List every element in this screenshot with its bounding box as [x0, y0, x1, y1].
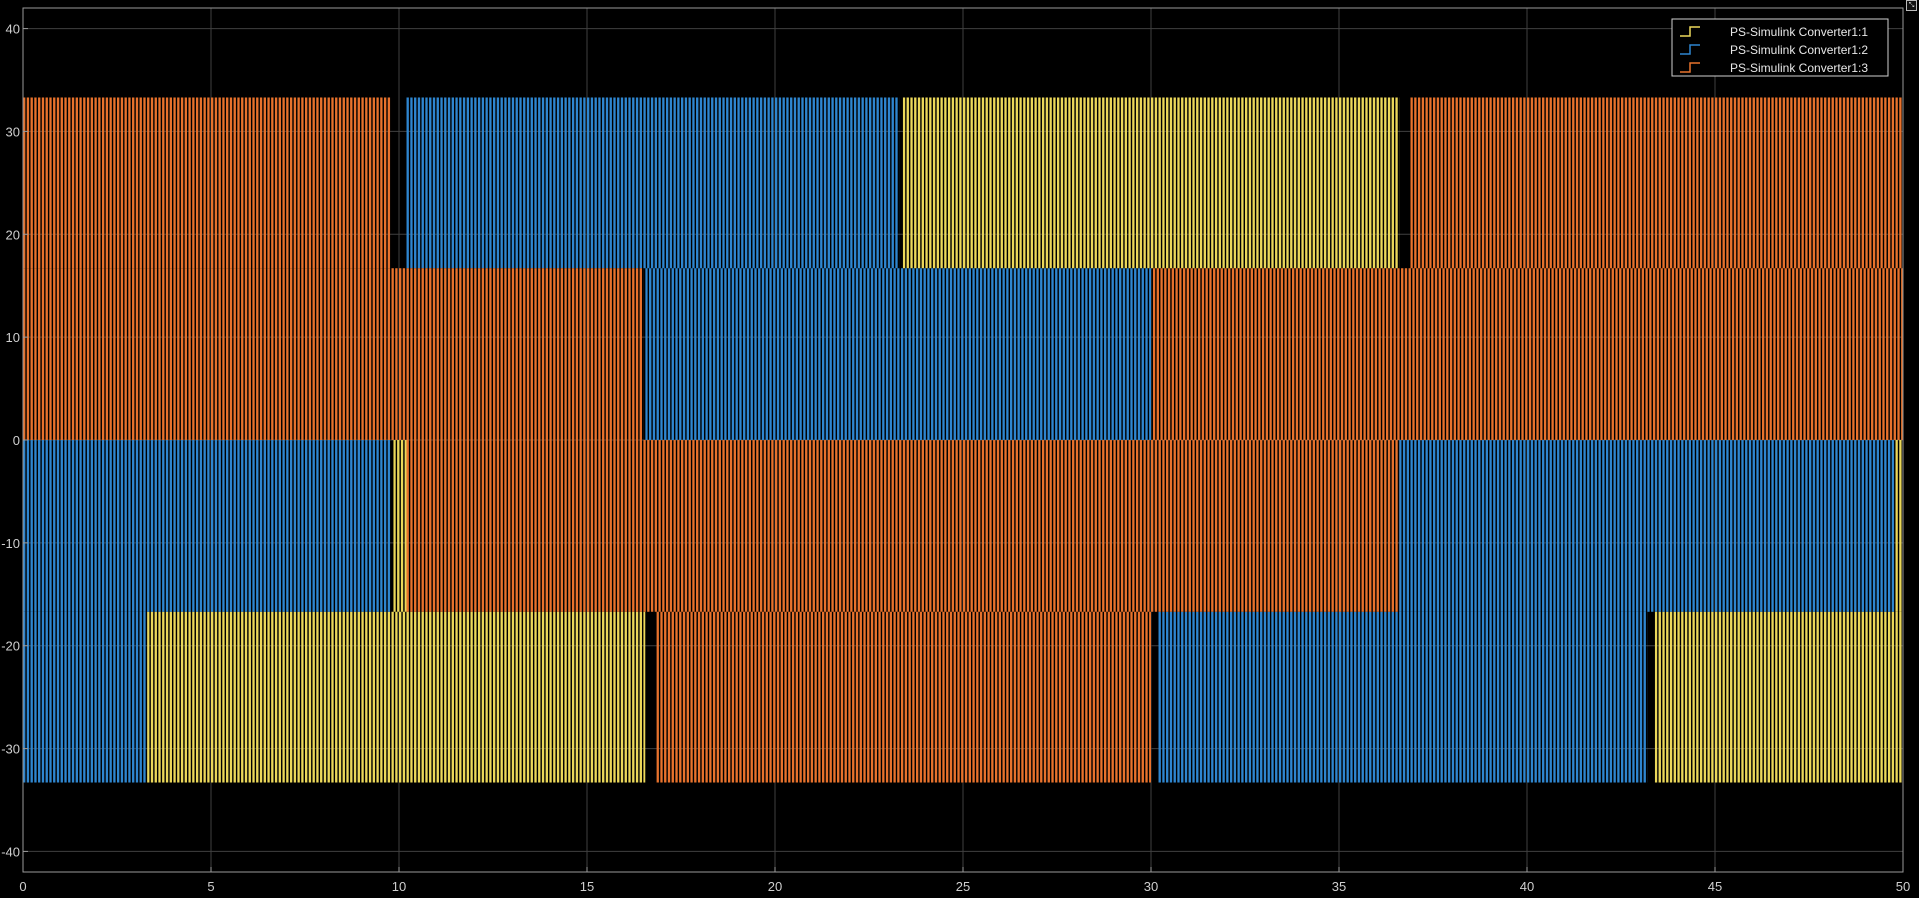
- signal-traces: [23, 97, 1903, 783]
- x-tick-label: 0: [19, 879, 26, 894]
- legend-box: [1671, 18, 1889, 77]
- legend-entry-3: PS-Simulink Converter1:3: [1730, 61, 1868, 75]
- pwm-segment: [1152, 268, 1903, 440]
- y-tick-label: -10: [1, 536, 20, 551]
- y-tick-label: -40: [1, 844, 20, 859]
- pwm-segment: [406, 97, 900, 269]
- pwm-segment: [406, 440, 1400, 612]
- y-tick-label: 20: [6, 227, 20, 242]
- x-tick-label: 30: [1144, 879, 1158, 894]
- x-tick-label: 25: [956, 879, 970, 894]
- pwm-segment: [23, 611, 148, 783]
- legend-entry-2: PS-Simulink Converter1:2: [1730, 43, 1868, 57]
- series-trace-2: [23, 97, 1896, 783]
- x-tick-label: 10: [392, 879, 406, 894]
- pwm-segment: [1410, 97, 1903, 269]
- legend-step-icon: [1680, 26, 1700, 37]
- x-tick-label: 35: [1332, 879, 1346, 894]
- y-tick-label: 30: [6, 124, 20, 139]
- pwm-segment: [902, 97, 1400, 269]
- y-tick-label: 10: [6, 330, 20, 345]
- legend[interactable]: PS-Simulink Converter1:1 PS-Simulink Conv…: [1671, 18, 1889, 77]
- x-tick-label: 20: [768, 879, 782, 894]
- x-tick-label: 15: [580, 879, 594, 894]
- pwm-segment: [23, 440, 392, 612]
- pwm-segment: [1158, 611, 1648, 783]
- pwm-segment: [656, 611, 1151, 783]
- pwm-segment: [23, 268, 644, 440]
- pwm-segment: [645, 268, 1151, 440]
- pwm-segment: [23, 97, 392, 269]
- expand-button[interactable]: ⤡: [1906, 0, 1917, 11]
- pwm-segment: [1654, 611, 1903, 783]
- series-trace-3: [23, 97, 1903, 783]
- x-tick-label: 50: [1896, 879, 1910, 894]
- x-tick-label: 5: [207, 879, 214, 894]
- legend-entry-1: PS-Simulink Converter1:1: [1730, 25, 1868, 39]
- pwm-segment: [1399, 440, 1896, 612]
- series-trace-1: [147, 97, 1903, 783]
- y-tick-label: 0: [13, 433, 20, 448]
- y-tick-label: -20: [1, 639, 20, 654]
- legend-step-icon: [1680, 44, 1700, 55]
- tick-labels: 0 5 10 15 20 25 30 35 40 45 50 -40 -30 -20 -10 0 10 20 30 4…: [1, 22, 1910, 894]
- x-tick-label: 40: [1520, 879, 1534, 894]
- y-tick-label: 40: [6, 22, 20, 37]
- y-tick-label: -30: [1, 742, 20, 757]
- legend-step-icon: [1680, 62, 1700, 73]
- x-tick-label: 45: [1708, 879, 1722, 894]
- expand-icon: ⤡: [1908, 1, 1915, 9]
- pwm-segment: [147, 611, 646, 783]
- pwm-segment: [1895, 440, 1903, 612]
- pwm-segment: [393, 440, 407, 612]
